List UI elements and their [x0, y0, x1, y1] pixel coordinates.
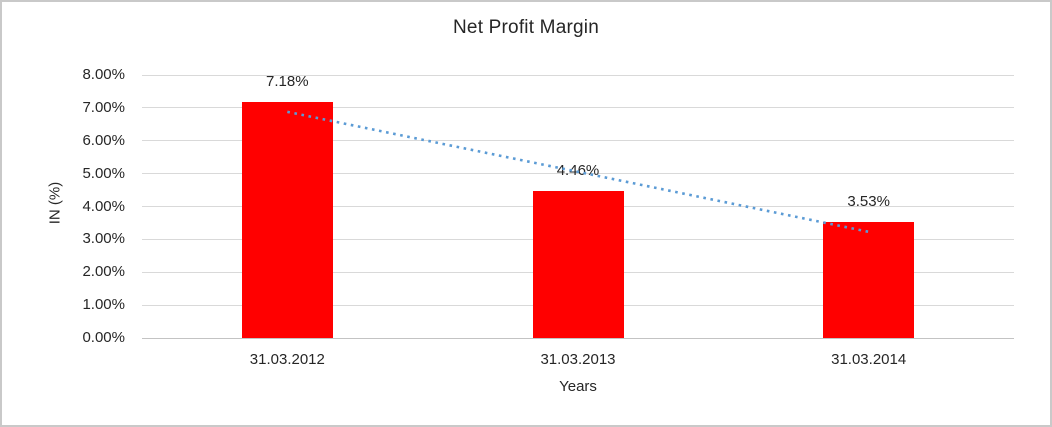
gridline — [142, 107, 1014, 109]
y-tick-label: 6.00% — [82, 131, 125, 149]
x-axis-title: Years — [559, 378, 597, 395]
plot-area: 7.18%4.46%3.53% — [142, 72, 1014, 339]
bar-31.03.2012 — [241, 101, 333, 338]
y-tick-label: 5.00% — [82, 164, 125, 182]
data-label: 3.53% — [847, 192, 890, 210]
bar-31.03.2014 — [823, 221, 915, 338]
y-tick-label: 8.00% — [82, 66, 125, 83]
y-tick-label: 0.00% — [82, 329, 125, 346]
chart-title: Net Profit Margin — [453, 17, 599, 38]
y-tick-label: 7.00% — [82, 98, 125, 116]
gridline — [142, 74, 1014, 76]
x-tick-label: 31.03.2012 — [249, 351, 325, 368]
y-tick-label: 4.00% — [82, 197, 125, 215]
y-tick-label: 2.00% — [82, 263, 125, 281]
x-axis-tick-labels: 31.03.2012 31.03.2013 31.03.2014 — [142, 351, 1014, 369]
x-tick-label: 31.03.2014 — [831, 351, 907, 368]
bar-31.03.2013 — [532, 191, 624, 338]
x-tick-label: 31.03.2013 — [540, 351, 616, 368]
gridline — [142, 173, 1014, 175]
trendline — [287, 110, 869, 234]
data-label: 7.18% — [266, 72, 309, 90]
y-tick-label: 1.00% — [82, 296, 125, 314]
y-tick-label: 3.00% — [82, 230, 125, 248]
x-axis-line — [142, 337, 1014, 339]
gridline — [142, 140, 1014, 142]
